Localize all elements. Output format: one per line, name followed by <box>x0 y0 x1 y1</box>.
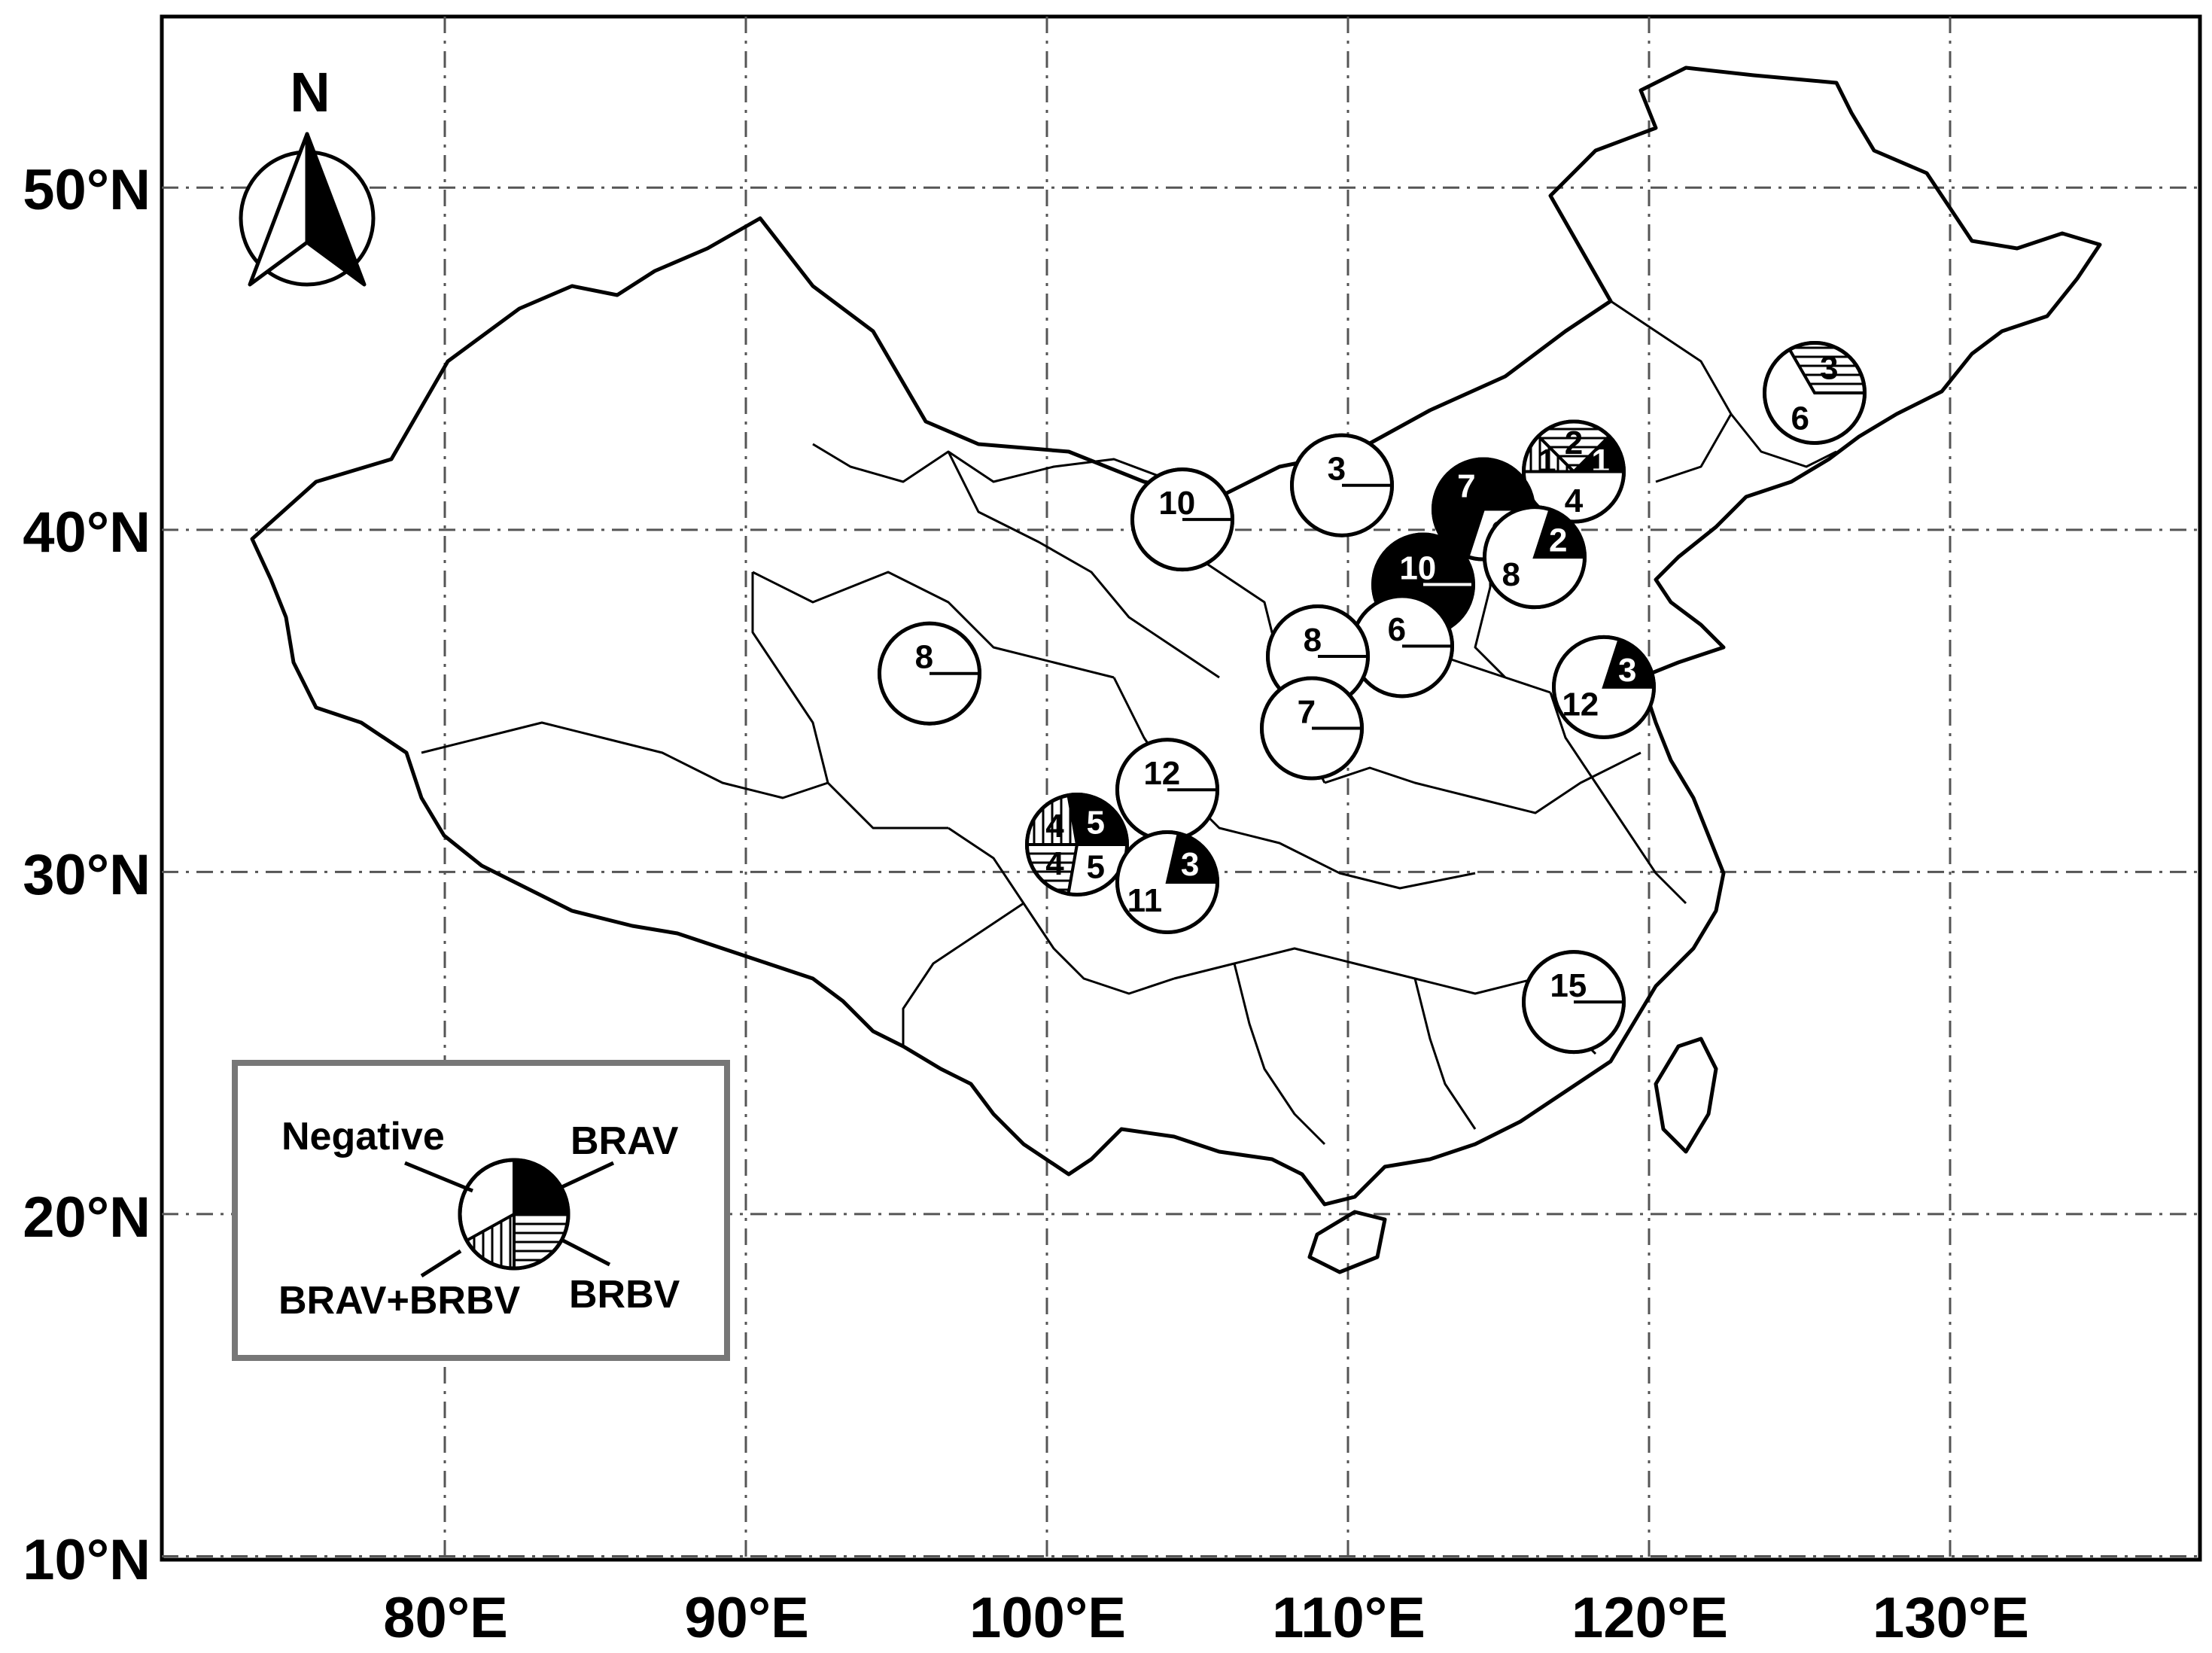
north-label: N <box>290 61 330 123</box>
pie-count-label: 8 <box>1502 556 1520 593</box>
pie-count-label: 5 <box>1087 804 1105 841</box>
pie-count-label: 10 <box>1158 485 1195 522</box>
legend: Negative BRAV BRAV+BRBV BRBV <box>232 1060 730 1361</box>
lon-tick-label: 120°E <box>1572 1586 1728 1650</box>
pie-count-label: 4 <box>1565 483 1584 519</box>
legend-brav-label: BRAV <box>570 1119 679 1163</box>
legend-brav-brbv-label: BRAV+BRBV <box>278 1279 521 1323</box>
site-pie: 10 <box>1130 467 1234 572</box>
legend-negative-label: Negative <box>281 1115 445 1158</box>
lat-tick-label: 30°N <box>23 843 151 907</box>
lon-axis-labels: 80°E 90°E 100°E 110°E 120°E 130°E <box>383 1586 2029 1650</box>
site-pie: 544 5 <box>1025 793 1129 897</box>
site-pie: 3 11 <box>1115 830 1219 934</box>
pie-count-label: 3 <box>1618 652 1636 689</box>
site-pie: 3 <box>1290 433 1394 537</box>
pie-count-label: 3 <box>1181 846 1199 883</box>
pie-count-label: 7 <box>1298 693 1316 730</box>
lat-tick-label: 20°N <box>23 1186 151 1250</box>
pie-count-label: 10 <box>1399 549 1436 586</box>
pie-count-label: 8 <box>915 639 933 676</box>
site-pie: 3 12 <box>1552 635 1656 739</box>
pie-count-label: 6 <box>1791 400 1809 437</box>
pie-count-label: 15 <box>1550 967 1587 1004</box>
pie-count-label: 11 <box>1127 882 1163 919</box>
lon-tick-label: 130°E <box>1873 1586 2029 1650</box>
lon-tick-label: 80°E <box>383 1586 508 1650</box>
lon-tick-label: 90°E <box>684 1586 809 1650</box>
legend-pie <box>458 1158 570 1271</box>
pie-count-label: 8 <box>1304 622 1322 659</box>
pie-count-label: 4 <box>1045 808 1064 845</box>
pie-count-label: 12 <box>1562 686 1599 723</box>
pie-count-label: 12 <box>1143 755 1180 792</box>
pie-count-label: 6 <box>1388 611 1406 648</box>
lon-tick-label: 110°E <box>1272 1586 1425 1650</box>
legend-brbv-label: BRBV <box>569 1273 680 1317</box>
lat-tick-label: 40°N <box>23 501 151 565</box>
site-pie: 15 <box>1522 950 1626 1055</box>
pie-count-label: 2 <box>1565 425 1583 461</box>
pie-count-label: 5 <box>1087 849 1105 886</box>
lat-tick-label: 10°N <box>23 1528 151 1592</box>
site-pie: 6 <box>1350 594 1454 699</box>
north-arrow-icon: N <box>239 61 376 287</box>
lat-axis-labels: 50°N 40°N 30°N 20°N 10°N <box>23 158 151 1592</box>
site-pie: 8 <box>878 621 981 726</box>
china-outline <box>250 65 2102 1274</box>
pie-count-label: 4 <box>1045 845 1064 882</box>
site-pie: 28 <box>1483 505 1587 610</box>
site-pie: 10 <box>1371 532 1475 637</box>
site-pie: 7 <box>1260 676 1364 781</box>
lon-tick-label: 100°E <box>969 1586 1126 1650</box>
pie-count-label: 7 <box>1457 467 1475 504</box>
site-pie: 36 <box>1763 341 1867 445</box>
site-pie: 12 <box>1115 738 1219 842</box>
pie-count-label: 2 <box>1549 522 1567 559</box>
pie-count-label: 3 <box>1820 350 1838 387</box>
site-pie-charts: 810336121473281068731212544531115 <box>878 341 1867 1055</box>
lat-tick-label: 50°N <box>23 158 151 222</box>
pie-count-label: 3 <box>1328 451 1346 488</box>
